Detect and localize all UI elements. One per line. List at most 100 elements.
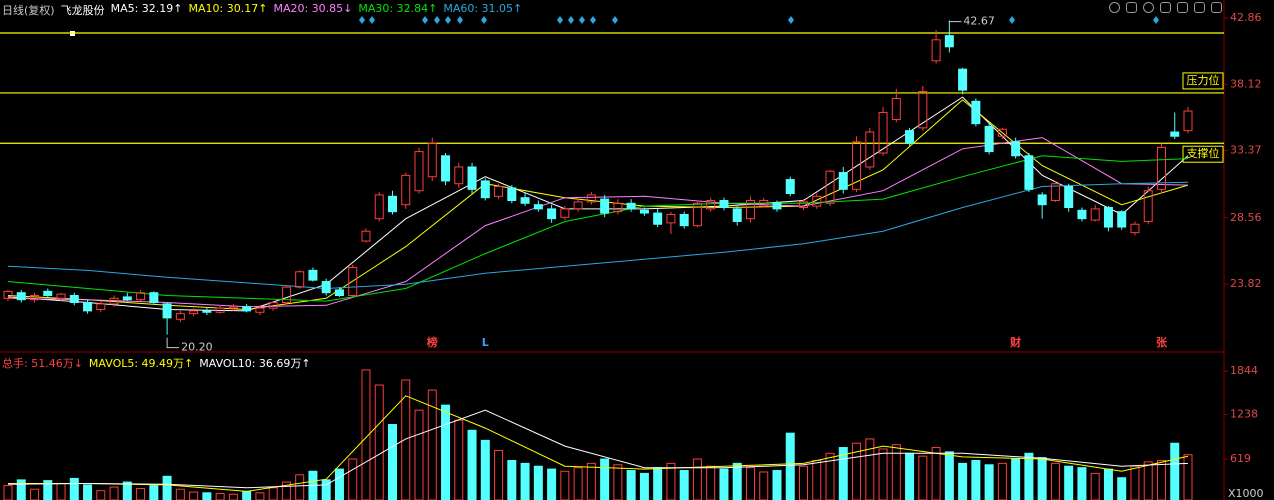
volume-bar — [454, 419, 464, 500]
tool-hand[interactable] — [1160, 2, 1171, 13]
volume-bar — [1143, 461, 1153, 500]
volume-bar — [719, 468, 729, 500]
candle-body — [865, 131, 875, 168]
event-marker — [579, 16, 585, 24]
candle-body — [467, 166, 477, 190]
candle-body — [560, 208, 570, 218]
volume-bar — [931, 447, 941, 500]
event-marker — [1009, 16, 1015, 24]
candle-body — [414, 151, 424, 192]
volume-bar — [812, 459, 822, 500]
volume-bar — [414, 409, 424, 500]
candle-body — [480, 180, 490, 199]
legend-entry: MA30: 32.84↑ — [358, 2, 438, 15]
tool-draw[interactable] — [1126, 2, 1137, 13]
event-marker — [481, 16, 487, 24]
event-label: 财 — [1009, 335, 1021, 349]
event-marker — [568, 16, 574, 24]
volume-bar — [374, 384, 384, 500]
legend-entry: MA10: 30.17↑ — [188, 2, 268, 15]
volume-bar — [467, 429, 477, 500]
candle-body — [1117, 211, 1127, 228]
candle-body — [891, 98, 901, 120]
candle-body — [295, 271, 305, 288]
candle-body — [520, 197, 530, 204]
tool-zoom-out[interactable] — [1211, 2, 1222, 13]
event-label: 榜 — [427, 335, 438, 349]
legend-entry: MA60: 31.05↑ — [443, 2, 523, 15]
level-label-box — [1182, 72, 1224, 90]
ma-line — [7, 155, 1189, 302]
volume-bar — [1170, 442, 1180, 500]
volume-bar — [639, 472, 649, 500]
volume-bar — [175, 488, 185, 500]
tool-zoom-in[interactable] — [1194, 2, 1205, 13]
tool-settings[interactable] — [1109, 2, 1120, 13]
volume-bar — [533, 465, 543, 500]
candle-body — [825, 170, 835, 204]
legend-entry: MAVOL10: 36.69万↑ — [199, 357, 311, 370]
candle-body — [16, 292, 26, 301]
volume-bar — [653, 467, 663, 500]
y-tick-label: 1844 — [1230, 364, 1258, 377]
volume-bar — [586, 462, 596, 500]
candle-body — [533, 204, 543, 210]
candle-body — [189, 310, 199, 315]
event-marker — [557, 16, 563, 24]
volume-bar — [162, 475, 172, 500]
volume-bar — [1090, 472, 1100, 500]
tool-flag[interactable] — [1177, 2, 1188, 13]
candle-body — [69, 295, 79, 303]
candle-body — [441, 155, 451, 182]
candle-body — [600, 198, 610, 214]
volume-bar — [560, 470, 570, 500]
candle-body — [281, 286, 291, 303]
annotation-label: 42.67 — [963, 15, 995, 28]
candle-body — [1011, 141, 1021, 157]
y-tick-label: 38.12 — [1230, 77, 1262, 90]
candle-body — [348, 267, 358, 297]
volume-bar — [16, 479, 26, 500]
volume-bar — [215, 493, 225, 500]
candle-body — [122, 296, 132, 301]
candle-body — [401, 174, 411, 206]
volume-bar — [56, 482, 66, 500]
candle-body — [427, 142, 437, 178]
candle-body — [745, 199, 755, 220]
event-marker — [590, 16, 596, 24]
volume-bar — [3, 485, 13, 500]
candle-body — [109, 297, 119, 305]
volume-bar — [96, 490, 106, 500]
candle-body — [905, 130, 915, 144]
legend-entry: MAVOL5: 49.49万↑ — [88, 357, 194, 370]
volume-bar — [732, 462, 742, 500]
volume-bar — [1050, 462, 1060, 500]
event-marker — [369, 16, 375, 24]
candle-body — [387, 195, 397, 213]
y-tick-label: 42.86 — [1230, 11, 1262, 24]
ma-line — [7, 409, 1189, 489]
candle-body — [374, 194, 384, 220]
candle-body — [1090, 208, 1100, 221]
candle-body — [1156, 146, 1166, 190]
candle-body — [1050, 183, 1060, 201]
volume-bar — [1183, 454, 1193, 500]
y-tick-label: 33.37 — [1230, 144, 1262, 157]
level-label: 压力位 — [1187, 73, 1220, 87]
candle-body — [838, 172, 848, 190]
annotation-arrow — [166, 337, 180, 349]
event-marker — [457, 16, 463, 24]
candle-body — [931, 39, 941, 62]
candle-body — [242, 306, 252, 312]
volume-bar — [494, 449, 504, 500]
toolbar — [1109, 2, 1222, 13]
event-marker — [359, 16, 365, 24]
candle-body — [573, 201, 583, 210]
volume-bar — [958, 462, 968, 500]
candle-body — [1183, 110, 1193, 132]
candle-body — [812, 195, 822, 207]
candle-body — [852, 141, 862, 190]
candle-body — [1103, 206, 1113, 228]
tool-view[interactable] — [1143, 2, 1154, 13]
candle-body — [136, 292, 146, 301]
